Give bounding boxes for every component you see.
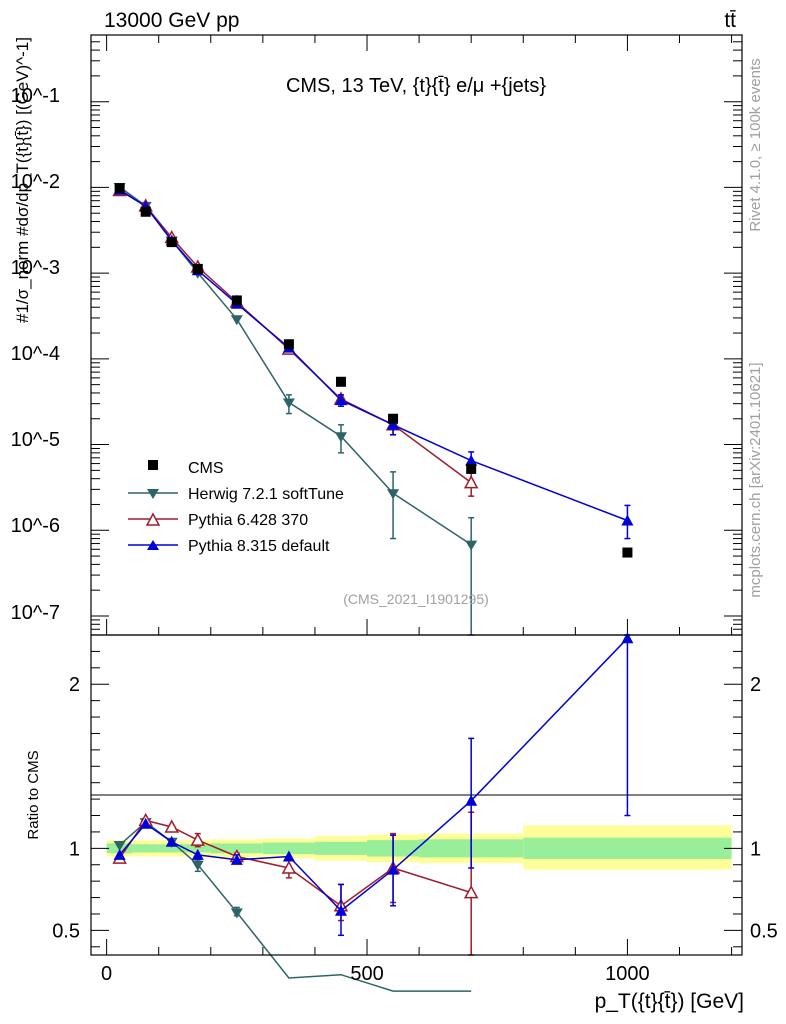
ytick-label-1e-3: 10^-3	[11, 257, 60, 279]
ratio-band-inner	[210, 843, 263, 854]
main-ylabel: #1/σ_norm #dσ/dp_T({t}{t̄}) [(GeV)^-1]	[13, 37, 32, 323]
ytick-label-1e-2: 10^-2	[11, 171, 60, 193]
ratio-point-pythia-8-315-default	[334, 904, 347, 916]
ratio-point-pythia-8-315-default	[113, 848, 126, 860]
ratio-point-pythia-8-315-default	[282, 850, 295, 862]
main-point-cms	[388, 413, 399, 424]
legend-marker-pythia8	[147, 540, 159, 550]
ratio-point-pythia-6-428-370	[463, 885, 479, 899]
ratio-point-pythia-8-315-default	[387, 863, 400, 875]
main-point-herwig-7-2-1-softtune	[465, 540, 478, 551]
main-series-herwig-7-2-1-softtune	[113, 183, 478, 636]
legend-label-pythia6: Pythia 6.428 370	[188, 512, 308, 529]
ratio-ytick-label-right: 2	[750, 674, 761, 696]
main-point-cms	[231, 295, 242, 306]
ratio-point-pythia-8-315-default	[139, 817, 152, 829]
ratio-band-inner	[262, 842, 315, 855]
main-point-pythia-8-315-default	[387, 418, 400, 430]
legend-label-herwig: Herwig 7.2.1 softTune	[188, 486, 344, 503]
ytick-label-1e-5: 10^-5	[11, 429, 60, 451]
ratio-point-pythia-8-315-default	[465, 794, 478, 806]
main-point-cms	[166, 237, 177, 248]
ratio-band-inner	[314, 841, 368, 855]
header-right: tt̄	[724, 9, 736, 32]
main-title: CMS, 13 TeV, {t}{t̄} e/μ +{jets}	[286, 75, 546, 97]
ratio-ytick-label-right: 1	[750, 838, 761, 860]
ratio-point-herwig-7-2-1-softtune	[113, 841, 126, 852]
ratio-point-pythia-8-315-default	[230, 853, 243, 865]
ratio-point-herwig-7-2-1-softtune	[191, 860, 204, 871]
main-point-pythia-6-428-370	[463, 475, 479, 489]
legend-marker-cms	[148, 460, 158, 470]
legend: CMS Herwig 7.2.1 softTune Pythia 6.428 3…	[128, 460, 344, 555]
main-point-cms	[466, 463, 477, 474]
ytick-label-1e-4: 10^-4	[11, 343, 60, 365]
main-point-cms	[114, 183, 125, 194]
main-point-pythia-8-315-default	[334, 394, 347, 406]
ytick-label-1e-1: 10^-1	[11, 85, 60, 107]
ratio-point-pythia-8-315-default	[165, 835, 178, 847]
ratio-point-pythia-8-315-default	[191, 848, 204, 860]
header-left: 13000 GeV pp	[104, 9, 239, 32]
ratio-frame	[90, 634, 743, 956]
ratio-xtick-label: 0	[101, 963, 112, 985]
main-point-cms	[192, 263, 203, 274]
main-point-pythia-8-315-default	[621, 514, 634, 526]
ratio-band-inner	[523, 837, 732, 859]
ratio-band-inner	[184, 844, 211, 853]
main-ytick-labels: 10^-7 10^-6 10^-5 10^-4 10^-3 10^-2 10^-…	[11, 85, 60, 624]
ratio-data-marks	[112, 632, 634, 992]
ratio-xtick-label: 1000	[605, 963, 650, 985]
ratio-xtick-label: 500	[350, 963, 383, 985]
ratio-ytick-label-right: 0.5	[750, 920, 778, 942]
main-line-pythia-8-315-default	[119, 189, 628, 522]
main-point-herwig-7-2-1-softtune	[282, 398, 295, 409]
ratio-ytick-label-left: 2	[69, 674, 80, 696]
watermark: (CMS_2021_I1901295)	[343, 591, 489, 607]
ratio-band-inner	[158, 844, 185, 853]
ratio-xlabel: p_T({t}{t̄}) [GeV]	[595, 990, 744, 1013]
main-point-herwig-7-2-1-softtune	[334, 432, 347, 443]
ratio-point-pythia-6-428-370	[164, 819, 179, 833]
rivet-label: Rivet 4.1.0, ≥ 100k events	[747, 58, 764, 231]
ratio-point-pythia-6-428-370	[281, 860, 297, 874]
ratio-ylabel: Ratio to CMS	[25, 750, 42, 839]
ytick-label-1e-7: 10^-7	[11, 602, 60, 624]
main-point-cms	[622, 547, 633, 558]
ytick-label-1e-6: 10^-6	[11, 515, 60, 537]
ratio-panel: Ratio to CMS p_T({t}{t̄}) [GeV] 0.5 0.5 1 1…	[25, 632, 778, 1013]
main-point-herwig-7-2-1-softtune	[230, 315, 243, 326]
ratio-point-pythia-6-428-370	[190, 832, 206, 846]
ratio-line-pythia-8-315-default	[119, 637, 628, 912]
main-series-pythia-6-428-370	[112, 182, 479, 497]
ratio-tick-labels: 0.5 0.5 1 1 2 2 0 500 1000	[52, 674, 778, 985]
legend-label-cms: CMS	[188, 460, 224, 477]
ratio-band-inner	[132, 844, 159, 853]
main-panel: CMS, 13 TeV, {t}{t̄} e/μ +{jets} (CMS_20…	[11, 34, 743, 636]
ratio-series-pythia-8-315-default	[113, 632, 634, 937]
main-point-cms	[283, 339, 294, 350]
legend-marker-pythia6	[145, 512, 161, 526]
main-series-cms	[114, 183, 633, 558]
ratio-axis-ticks	[91, 650, 742, 955]
ratio-ytick-label-left: 0.5	[52, 920, 80, 942]
mcplots-label: mcplots.cern.ch [arXiv:2401.10621]	[747, 362, 764, 597]
main-point-herwig-7-2-1-softtune	[387, 489, 400, 500]
ratio-uncertainty-bands	[106, 825, 732, 870]
legend-label-pythia8: Pythia 8.315 default	[188, 538, 330, 555]
main-point-pythia-8-315-default	[465, 454, 478, 466]
main-point-cms	[335, 376, 346, 387]
ratio-point-pythia-8-315-default	[621, 632, 634, 644]
ratio-ytick-label-left: 1	[69, 838, 80, 860]
legend-marker-herwig	[147, 489, 159, 499]
main-data-marks	[112, 182, 634, 636]
ratio-point-herwig-7-2-1-softtune	[230, 908, 243, 919]
main-point-cms	[140, 206, 151, 217]
